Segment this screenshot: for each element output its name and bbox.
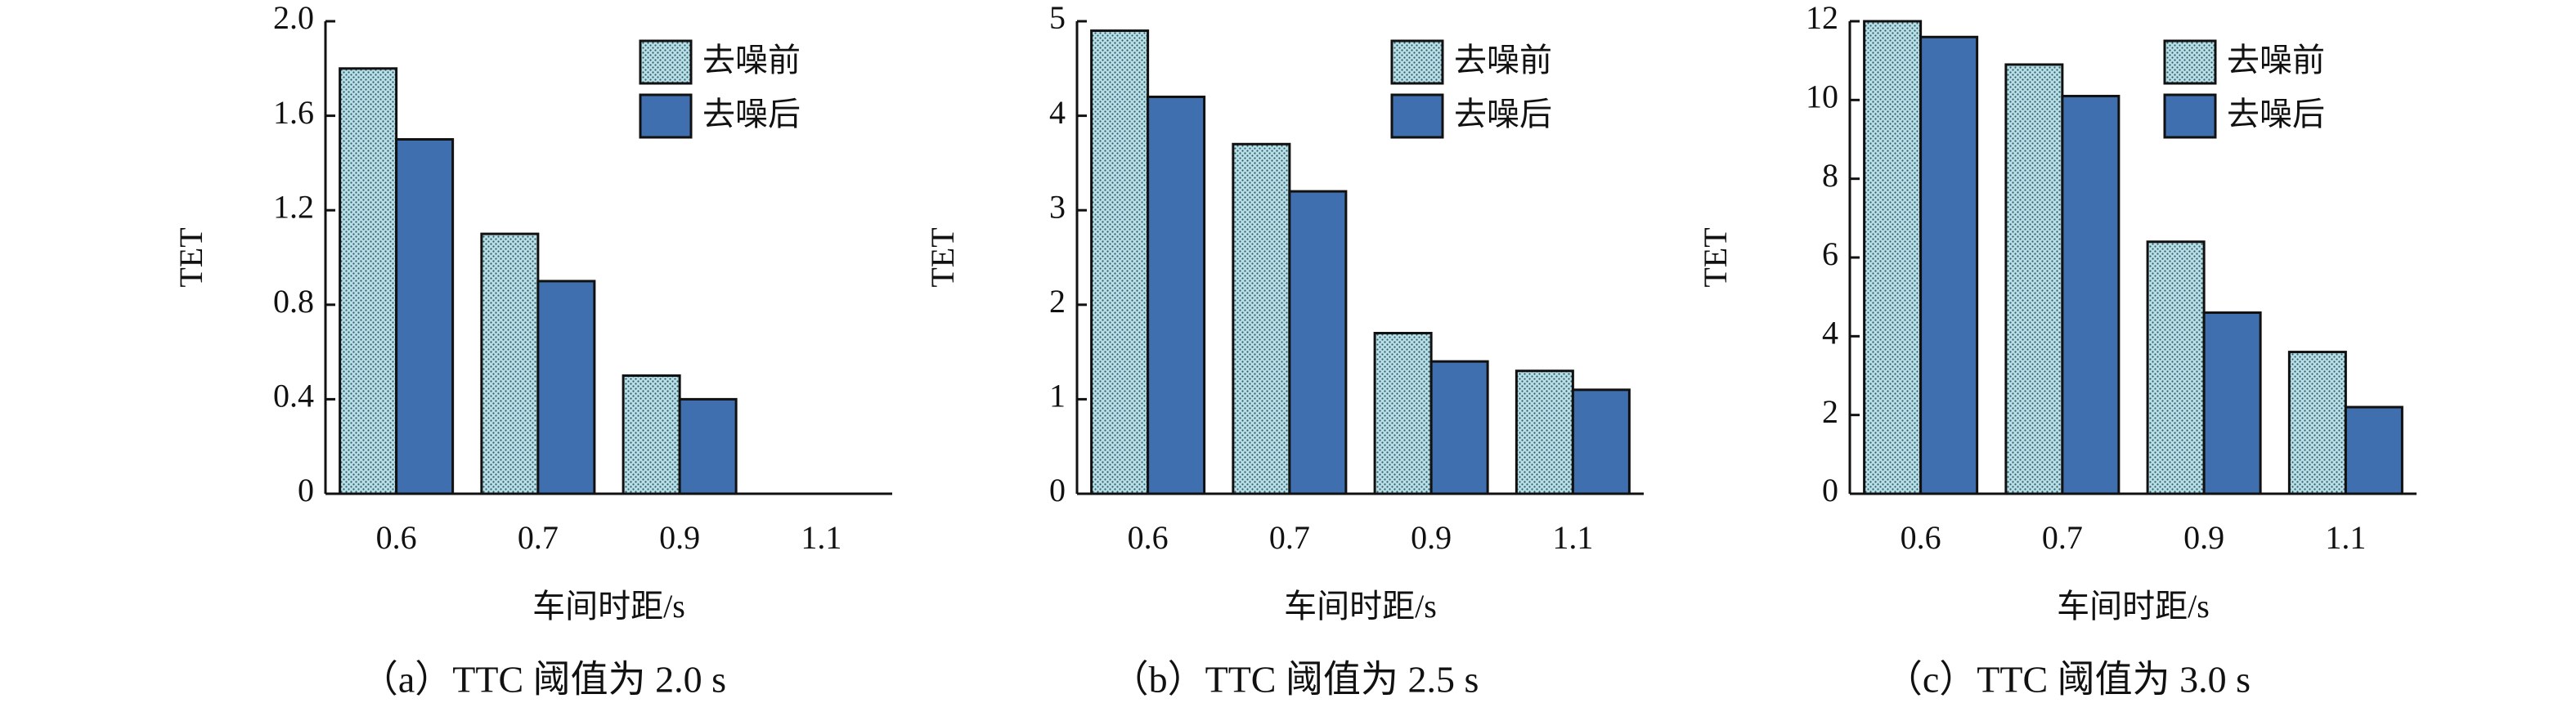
bar bbox=[1429, 360, 1489, 495]
caption: （c）TTC 阈值为 3.0 s bbox=[1885, 659, 2251, 701]
bar bbox=[339, 67, 398, 495]
y-tick-label: 8 bbox=[1822, 157, 1838, 194]
y-tick-label: 4 bbox=[1822, 315, 1838, 352]
legend-label: 去噪后 bbox=[702, 96, 801, 132]
bar bbox=[678, 397, 738, 495]
bar bbox=[2146, 240, 2206, 495]
bar bbox=[2287, 351, 2347, 495]
bar bbox=[2344, 405, 2403, 495]
bar bbox=[622, 374, 681, 495]
y-axis-label: TET bbox=[173, 227, 209, 287]
bar bbox=[1232, 142, 1291, 495]
chart: 0 2 4 6 8 10 12 0.6 0.7 0.9 1.1 车间时距/s TET （c）TTC 阈值为… bbox=[1697, 0, 2417, 701]
y-tick-label: 3 bbox=[1049, 188, 1066, 225]
legend-label: 去噪前 bbox=[702, 42, 801, 78]
x-tick-label: 1.1 bbox=[2325, 519, 2366, 556]
x-tick-label: 0.7 bbox=[518, 519, 559, 556]
y-axis-label: TET bbox=[1697, 227, 1734, 287]
bar bbox=[536, 280, 596, 495]
chart: 0 1 2 3 4 5 0.6 0.7 0.9 1.1 车间时距/s TET （b）TTC 阈值为 2.… bbox=[924, 0, 1644, 701]
bar bbox=[1090, 29, 1150, 495]
x-tick-label: 0.7 bbox=[1269, 519, 1310, 556]
bar bbox=[395, 138, 455, 495]
y-tick-label: 0 bbox=[1822, 472, 1838, 508]
legend-swatch bbox=[2163, 39, 2217, 85]
legend-label: 去噪后 bbox=[2227, 96, 2325, 132]
x-axis-label: 车间时距/s bbox=[2057, 588, 2210, 625]
legend-label: 去噪后 bbox=[1454, 96, 1552, 132]
y-tick-label: 0 bbox=[1049, 472, 1066, 508]
x-tick-label: 0.6 bbox=[376, 519, 417, 556]
bar bbox=[2004, 63, 2064, 495]
legend-swatch bbox=[2163, 93, 2217, 139]
x-tick-label: 1.1 bbox=[1552, 519, 1593, 556]
bar bbox=[1571, 388, 1631, 495]
legend-label: 去噪前 bbox=[1454, 42, 1552, 78]
y-tick-label: 0.4 bbox=[273, 378, 314, 414]
y-axis-label: TET bbox=[924, 227, 961, 287]
y-tick-label: 10 bbox=[1806, 78, 1838, 115]
chart: 0 0.4 0.8 1.2 1.6 2.0 0.6 0.7 0.9 1.1 车间时距/s TET （a）… bbox=[173, 0, 892, 701]
caption: （b）TTC 阈值为 2.5 s bbox=[1111, 659, 1479, 701]
legend-swatch bbox=[1390, 39, 1444, 85]
bar bbox=[1863, 20, 1923, 495]
legend-swatch bbox=[639, 39, 693, 85]
x-tick-label: 0.7 bbox=[2042, 519, 2083, 556]
y-tick-label: 2 bbox=[1049, 283, 1066, 320]
y-tick-label: 6 bbox=[1822, 235, 1838, 272]
x-axis-label: 车间时距/s bbox=[532, 588, 685, 625]
y-tick-label: 0 bbox=[298, 472, 314, 508]
y-tick-label: 2 bbox=[1822, 393, 1838, 430]
bar bbox=[2202, 311, 2262, 495]
bar bbox=[1288, 190, 1348, 495]
y-tick-label: 2.0 bbox=[273, 0, 314, 36]
x-tick-label: 0.9 bbox=[1411, 519, 1452, 556]
bar bbox=[1373, 331, 1433, 495]
x-tick-label: 0.6 bbox=[1901, 519, 1941, 556]
x-tick-label: 0.9 bbox=[659, 519, 700, 556]
legend-swatch bbox=[1390, 93, 1444, 139]
legend-swatch bbox=[639, 93, 693, 139]
y-tick-label: 5 bbox=[1049, 0, 1066, 36]
legend-label: 去噪前 bbox=[2227, 42, 2325, 78]
y-tick-label: 1.6 bbox=[273, 94, 314, 131]
caption: （a）TTC 阈值为 2.0 s bbox=[361, 659, 726, 701]
x-tick-label: 0.6 bbox=[1128, 519, 1169, 556]
bar bbox=[1147, 95, 1206, 495]
x-axis-label: 车间时距/s bbox=[1284, 588, 1437, 625]
y-tick-label: 12 bbox=[1806, 0, 1838, 36]
bar bbox=[480, 232, 540, 495]
bar bbox=[2061, 95, 2120, 495]
y-tick-label: 4 bbox=[1049, 94, 1066, 131]
bar bbox=[1515, 369, 1574, 495]
y-tick-label: 1.2 bbox=[273, 188, 314, 225]
y-tick-label: 0.8 bbox=[273, 283, 314, 320]
x-tick-label: 0.9 bbox=[2183, 519, 2224, 556]
x-tick-label: 1.1 bbox=[801, 519, 841, 556]
bar bbox=[1919, 35, 1979, 495]
y-tick-label: 1 bbox=[1049, 378, 1066, 414]
